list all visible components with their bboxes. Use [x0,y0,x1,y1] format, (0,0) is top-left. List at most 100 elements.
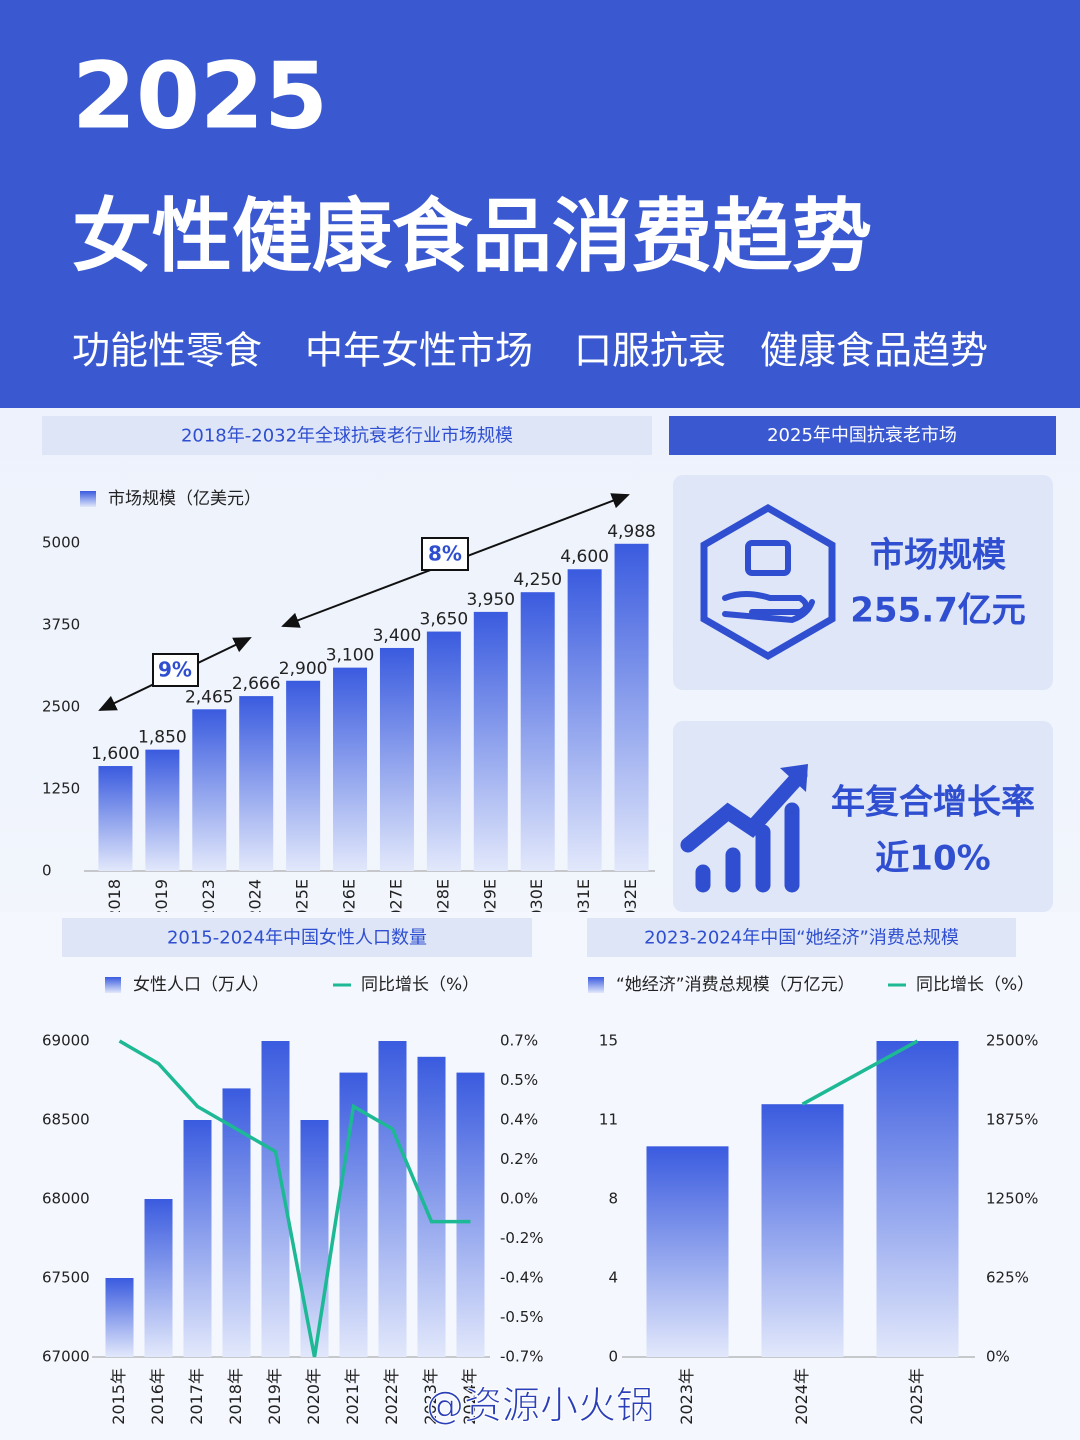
card-header-title: 2025年中国抗衰老市场 [767,425,957,446]
x-tick-label: 2023年 [421,1368,440,1425]
icon-arrow-head [780,764,808,792]
header-tag: 健康食品趋势 [760,329,988,373]
header-title: 女性健康食品消费趋势 [72,190,872,283]
x-tick-label: 2020年 [304,1368,323,1425]
card-label: 市场规模 [870,536,1006,576]
bar [286,680,321,871]
chart-title-box [62,918,532,957]
card [673,475,1053,690]
card-label: 年复合增长率 [831,783,1035,823]
x-tick-label: 2022年 [382,1368,401,1425]
bar [614,543,649,871]
bar [426,631,461,871]
upper-chart: 9% 8% 2018年-2032年全球抗衰老行业市场规模 0 1250 2500 375… [42,416,656,930]
tick-label: 2500% [986,1032,1038,1050]
bar [378,1041,407,1357]
bar [876,1041,959,1357]
x-tick-label: 2018 [105,879,124,920]
tick-label: 0 [608,1348,618,1366]
bar [192,709,227,871]
x-tick-label: 2018年 [226,1368,245,1425]
tick-label: 68000 [42,1190,90,1208]
tick-label: 1250% [986,1190,1038,1208]
x-tick-label: 2024年 [460,1368,479,1425]
bar [646,1146,729,1357]
bar [567,569,602,871]
market-cards: 2025年中国抗衰老市场 市场规模 255.7亿元 年复合增长率 近10% [669,416,1056,912]
bar [145,749,180,871]
value-label: 3,950 [466,590,515,610]
tick-label: -0.2% [500,1229,544,1247]
value-label: 4,250 [513,570,562,590]
value-label: 2,900 [279,659,328,679]
tick-label: 8 [608,1190,618,1208]
tick-label: 15 [599,1032,618,1050]
tick-label: 2500 [42,698,80,716]
legend-label: 市场规模（亿美元） [108,489,261,509]
tick-label: 4 [608,1269,618,1287]
tick-label: 3750 [42,616,80,634]
tick-label: 0 [42,862,52,880]
annotation: 8% [428,542,462,566]
icon-hand [722,591,815,624]
tick-label: -0.5% [500,1308,544,1326]
chart-title: 2023-2024年中国“她经济”消费总规模 [644,928,959,949]
legend-label: 同比增长（%） [916,975,1034,995]
tick-label: 1875% [986,1111,1038,1129]
x-tick-label: 2016年 [148,1368,167,1425]
x-tick-label: 2023 [199,879,218,920]
bar [473,611,508,871]
header-band [0,0,1080,408]
value-label: 4,600 [560,547,609,567]
bar [144,1199,173,1357]
chart-title-box [42,416,652,455]
chart-title-box [587,918,1016,957]
x-tick-label: 2019 [152,879,171,920]
x-tick-label: 2024 [246,879,265,920]
x-tick-label: 2024年 [792,1368,811,1425]
value-label: 3,100 [326,646,375,666]
tick-label: 11 [599,1111,618,1129]
card-value: 近10% [875,839,990,879]
legend-label: “她经济”消费总规模（万亿元） [616,975,855,995]
annotation-box [421,537,469,571]
tick-label: 69000 [42,1032,90,1050]
x-tick-label: 2023年 [677,1368,696,1425]
tick-label: -0.7% [500,1348,544,1366]
icon-box [745,540,791,576]
header-tag: 功能性零食 [72,329,262,373]
value-label: 3,650 [420,610,469,630]
tick-label: 0.7% [500,1032,538,1050]
bar [239,696,274,871]
bar [379,647,414,871]
legend-label: 女性人口（万人） [133,975,269,995]
legend-swatch [80,491,96,507]
tick-label: 0.2% [500,1150,538,1168]
header-tag: 中年女性市场 [305,329,533,373]
annotation-box [152,653,199,687]
tick-label: 0.5% [500,1071,538,1089]
tick-label: 0% [986,1348,1010,1366]
card-value: 255.7亿元 [850,591,1026,631]
bar [183,1120,212,1357]
x-tick-label: 2025年 [907,1368,926,1425]
watermark: @资源小火锅 [426,1384,654,1428]
bar [105,1278,134,1357]
value-label: 3,400 [373,626,422,646]
legend-swatch [105,977,121,993]
bar [339,1072,368,1357]
bar [300,1120,329,1357]
header-tag: 口服抗衰 [574,329,726,373]
tick-label: 5000 [42,534,80,552]
value-label: 2,666 [232,674,281,694]
tick-label: 1250 [42,780,80,798]
card-header [669,416,1056,455]
bar [417,1056,446,1357]
icon-hexagon [700,503,836,661]
bar [456,1072,485,1357]
tick-label: 67500 [42,1269,90,1287]
x-tick-label: 2021年 [343,1368,362,1425]
x-tick-label: 2017年 [187,1368,206,1425]
chart-title: 2015-2024年中国女性人口数量 [167,928,427,949]
